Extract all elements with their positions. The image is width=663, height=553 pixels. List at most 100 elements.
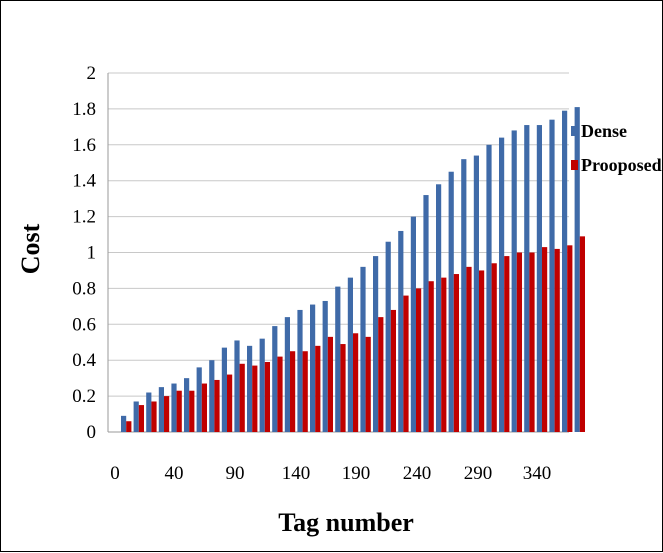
bar-prooposed xyxy=(214,379,220,432)
bar-prooposed xyxy=(315,345,321,432)
bar-dense xyxy=(335,286,341,432)
x-tick-label: 40 xyxy=(165,463,184,484)
x-tick-label: 240 xyxy=(403,463,432,484)
bar-prooposed xyxy=(441,277,447,432)
bar-prooposed xyxy=(567,245,573,432)
bar-dense xyxy=(385,241,391,432)
bar-prooposed xyxy=(189,390,195,432)
bar-prooposed xyxy=(327,336,333,432)
bar-prooposed xyxy=(290,351,296,432)
legend-label: Dense xyxy=(581,121,627,141)
y-tick-label: 1.2 xyxy=(72,207,96,228)
bar-dense xyxy=(461,159,467,432)
bar-dense xyxy=(574,107,580,432)
bar-dense xyxy=(297,309,303,432)
x-tick-label: 290 xyxy=(464,463,493,484)
bar-dense xyxy=(398,230,404,432)
bar-prooposed xyxy=(516,252,522,432)
bar-prooposed xyxy=(126,421,132,432)
bar-dense xyxy=(448,171,454,432)
bar-prooposed xyxy=(542,247,548,432)
bar-prooposed xyxy=(264,361,270,432)
y-tick-label: 1.6 xyxy=(72,135,96,156)
y-axis-label: Cost xyxy=(16,223,45,274)
bars xyxy=(121,107,585,433)
legend-label: Prooposed xyxy=(581,155,662,175)
bar-prooposed xyxy=(378,317,384,432)
bar-dense xyxy=(436,184,442,432)
bar-dense xyxy=(524,125,530,433)
bar-dense xyxy=(347,277,353,432)
y-tick-labels: 0 0.2 0.4 0.6 0.8 1 1.2 1.4 1.6 1.8 2 xyxy=(72,63,96,443)
x-tick-label: 190 xyxy=(342,463,371,484)
bar-prooposed xyxy=(353,333,359,432)
legend-swatch xyxy=(571,160,578,170)
bar-prooposed xyxy=(340,344,346,432)
bar-dense xyxy=(146,392,152,432)
bar-dense xyxy=(209,360,215,432)
bar-dense xyxy=(133,401,139,432)
bar-prooposed xyxy=(403,295,409,432)
y-tick-label: 0.6 xyxy=(72,314,96,335)
bar-prooposed xyxy=(164,396,170,432)
bar-dense xyxy=(536,125,542,433)
bar-prooposed xyxy=(302,351,308,432)
bar-dense xyxy=(171,383,177,432)
bar-dense xyxy=(511,130,517,432)
bar-prooposed xyxy=(491,263,497,432)
bar-prooposed xyxy=(138,405,144,432)
bar-dense xyxy=(410,216,416,432)
bar-prooposed xyxy=(466,266,472,432)
x-tick-labels: 0 40 90 140 190 240 290 340 xyxy=(110,463,551,484)
bar-prooposed xyxy=(453,274,459,432)
bar-prooposed xyxy=(554,248,560,432)
bar-dense xyxy=(549,119,555,433)
bar-prooposed xyxy=(428,281,434,432)
bar-prooposed xyxy=(504,256,510,432)
legend: Dense Prooposed xyxy=(571,121,662,175)
bar-dense xyxy=(360,266,366,432)
y-tick-label: 1.4 xyxy=(72,171,96,192)
bar-dense xyxy=(373,256,379,432)
x-tick-label: 0 xyxy=(110,463,120,484)
bar-dense xyxy=(473,155,479,432)
y-tick-label: 0.2 xyxy=(72,386,96,407)
bar-dense xyxy=(284,317,290,432)
y-tick-label: 2 xyxy=(87,63,97,84)
bar-prooposed xyxy=(252,365,258,432)
bar-prooposed xyxy=(529,252,535,432)
bar-dense xyxy=(158,387,164,432)
bar-prooposed xyxy=(479,270,485,432)
y-tick-label: 0.4 xyxy=(72,350,96,371)
bar-dense xyxy=(221,347,227,432)
bar-dense xyxy=(247,345,253,432)
bar-prooposed xyxy=(239,363,245,432)
y-tick-label: 1 xyxy=(87,243,97,264)
y-tick-label: 0.8 xyxy=(72,278,96,299)
bar-dense xyxy=(121,415,127,432)
bar-prooposed xyxy=(390,309,396,432)
bar-prooposed xyxy=(277,356,283,432)
bar-dense xyxy=(310,304,316,432)
bar-prooposed xyxy=(416,288,422,432)
x-tick-label: 340 xyxy=(523,463,552,484)
bar-dense xyxy=(259,338,265,432)
bar-prooposed xyxy=(201,383,207,432)
bar-prooposed xyxy=(151,401,157,432)
bar-dense xyxy=(272,326,278,432)
bar-dense xyxy=(184,378,190,432)
bar-prooposed xyxy=(176,390,182,432)
x-axis-label: Tag number xyxy=(278,508,414,537)
legend-swatch xyxy=(571,126,578,136)
bar-dense xyxy=(196,367,202,432)
bar-dense xyxy=(562,110,568,432)
y-tick-label: 0 xyxy=(87,422,97,443)
y-tick-label: 1.8 xyxy=(72,99,96,120)
bar-dense xyxy=(499,137,505,432)
bar-dense xyxy=(486,144,492,433)
bar-prooposed xyxy=(365,336,371,432)
x-tick-label: 140 xyxy=(282,463,311,484)
bar-prooposed xyxy=(227,374,233,432)
